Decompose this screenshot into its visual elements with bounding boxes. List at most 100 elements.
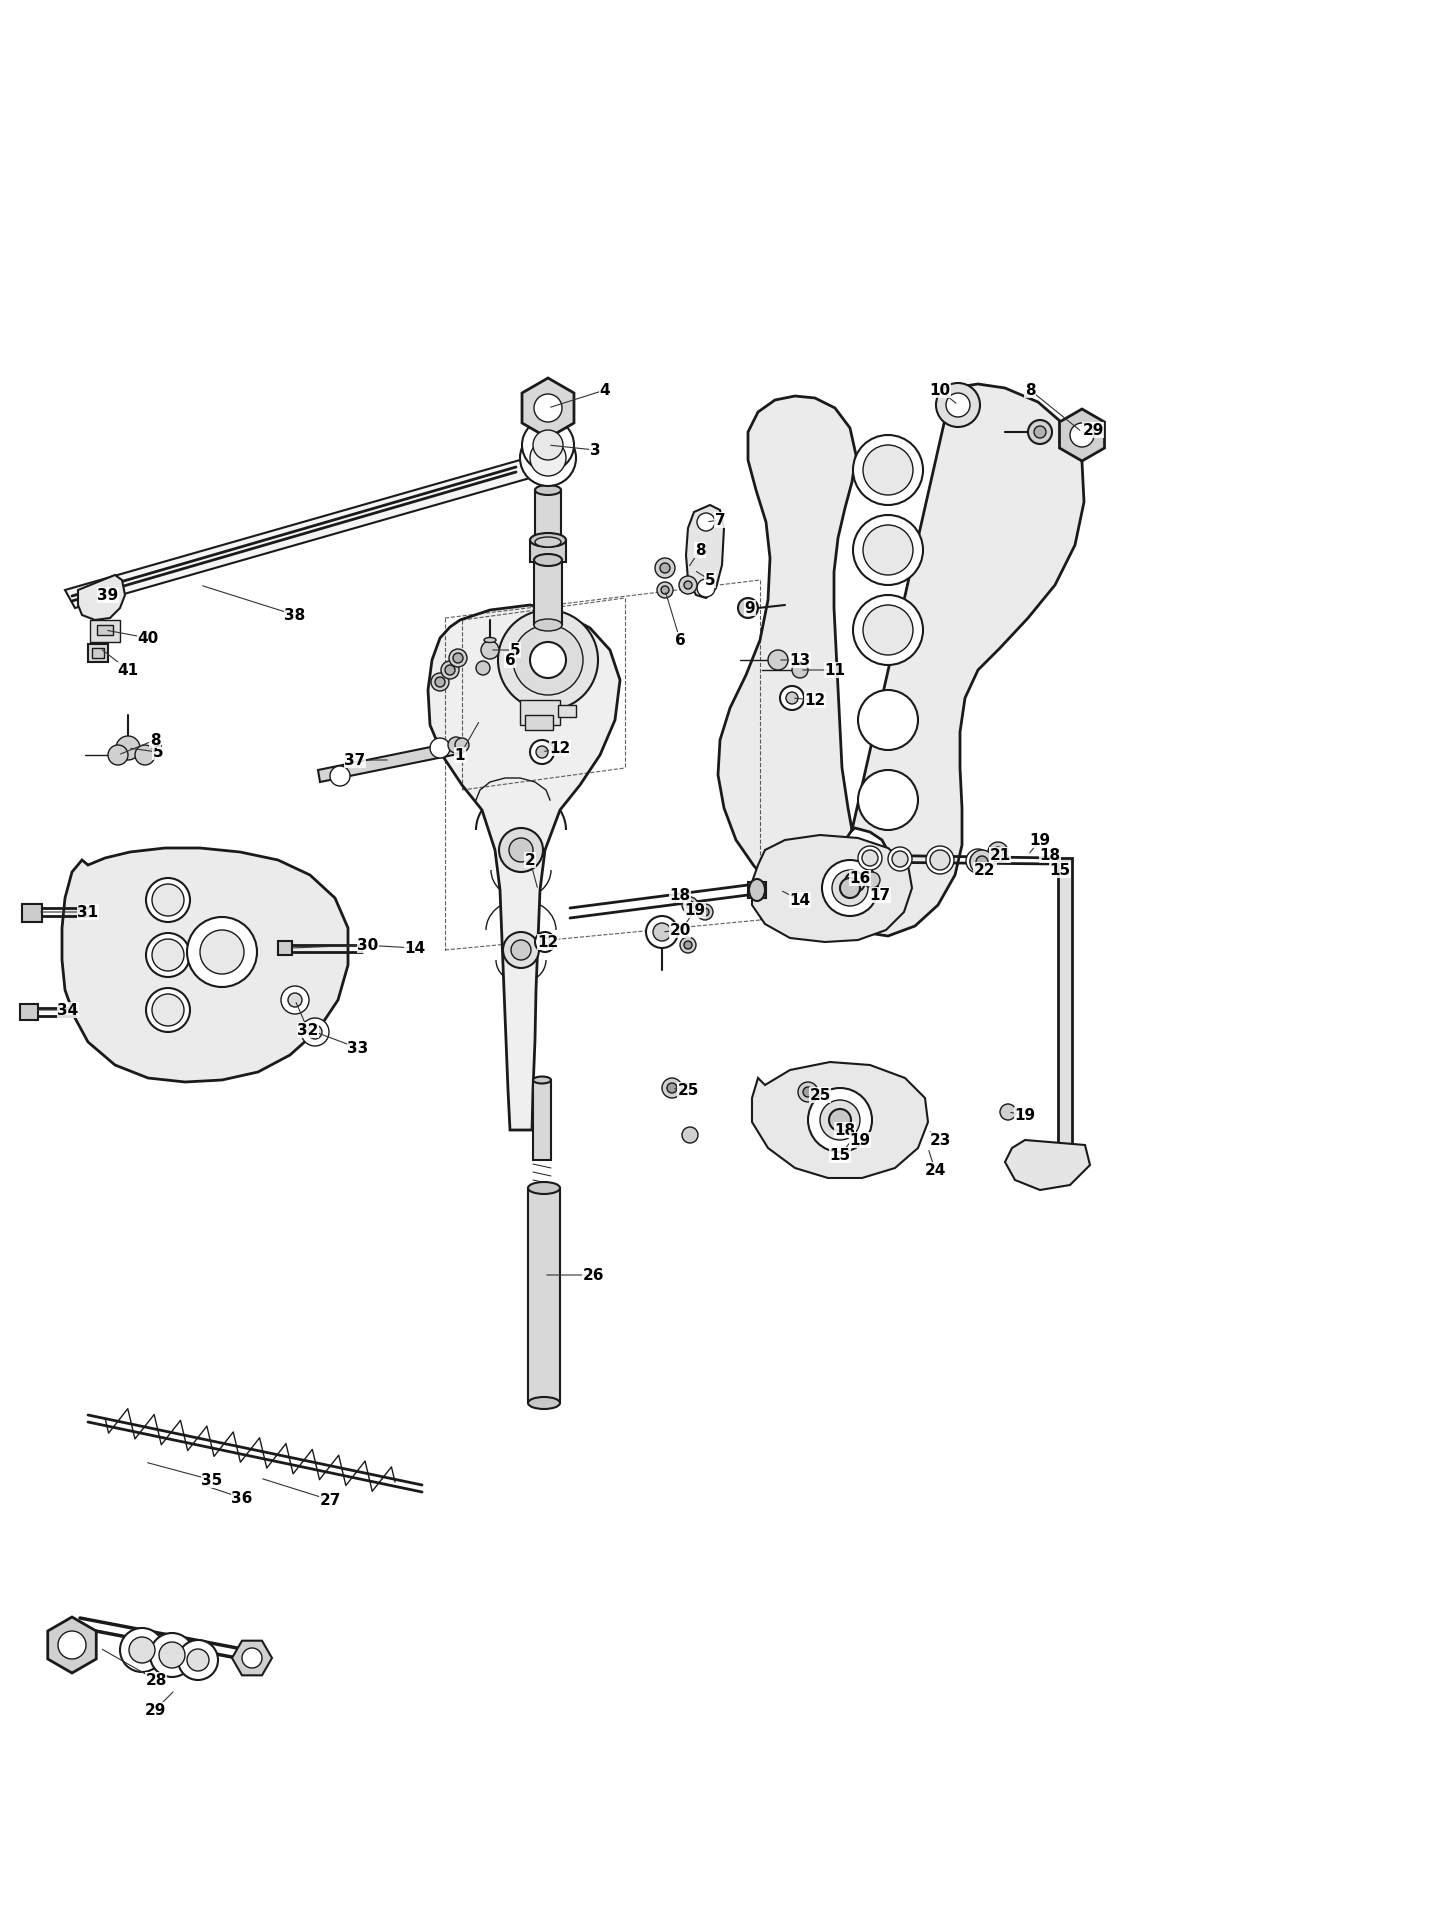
Circle shape xyxy=(1034,426,1045,438)
Bar xyxy=(521,700,560,725)
Circle shape xyxy=(700,908,709,915)
Circle shape xyxy=(497,610,597,710)
Text: 39: 39 xyxy=(97,587,119,603)
Circle shape xyxy=(680,936,696,954)
Circle shape xyxy=(684,581,692,589)
Circle shape xyxy=(200,931,244,975)
Polygon shape xyxy=(78,576,125,620)
Circle shape xyxy=(853,595,924,666)
Polygon shape xyxy=(232,1641,273,1675)
Circle shape xyxy=(149,1633,194,1677)
Circle shape xyxy=(966,848,990,873)
Text: 24: 24 xyxy=(924,1163,945,1178)
Circle shape xyxy=(152,994,184,1027)
Circle shape xyxy=(431,739,450,758)
Circle shape xyxy=(845,871,866,892)
Circle shape xyxy=(858,691,918,750)
Bar xyxy=(88,645,107,662)
Text: 12: 12 xyxy=(550,741,571,756)
Circle shape xyxy=(780,685,803,710)
Circle shape xyxy=(861,850,879,865)
Ellipse shape xyxy=(534,555,563,566)
Polygon shape xyxy=(753,1061,928,1178)
Circle shape xyxy=(107,745,128,766)
Text: 19: 19 xyxy=(850,1132,870,1148)
Text: 5: 5 xyxy=(152,745,164,760)
Circle shape xyxy=(792,662,808,677)
Text: 8: 8 xyxy=(695,543,705,558)
Text: 8: 8 xyxy=(149,733,161,748)
Circle shape xyxy=(798,1082,818,1102)
Text: 8: 8 xyxy=(1025,382,1035,397)
Circle shape xyxy=(697,904,713,919)
Circle shape xyxy=(302,1017,329,1046)
Circle shape xyxy=(682,1126,697,1144)
Circle shape xyxy=(448,737,464,752)
Ellipse shape xyxy=(531,533,566,547)
Text: 22: 22 xyxy=(974,862,996,877)
Text: 15: 15 xyxy=(1050,862,1070,877)
Circle shape xyxy=(187,917,257,986)
Text: 12: 12 xyxy=(805,693,825,708)
Circle shape xyxy=(510,940,531,960)
Circle shape xyxy=(435,677,445,687)
Circle shape xyxy=(160,1643,186,1668)
Circle shape xyxy=(929,850,950,869)
Bar xyxy=(534,1080,551,1159)
Polygon shape xyxy=(1060,409,1105,461)
Circle shape xyxy=(431,674,450,691)
Text: 36: 36 xyxy=(232,1491,252,1506)
Circle shape xyxy=(116,737,141,760)
Text: 2: 2 xyxy=(525,852,535,867)
Circle shape xyxy=(829,1109,851,1130)
Circle shape xyxy=(531,439,566,476)
Circle shape xyxy=(534,430,563,461)
Circle shape xyxy=(768,651,787,670)
Text: 34: 34 xyxy=(58,1002,78,1017)
Circle shape xyxy=(499,827,542,871)
Text: 1: 1 xyxy=(455,748,465,762)
Circle shape xyxy=(927,846,954,873)
Text: 31: 31 xyxy=(77,904,99,919)
Circle shape xyxy=(840,879,860,898)
Text: 12: 12 xyxy=(538,935,558,950)
Circle shape xyxy=(647,915,679,948)
Circle shape xyxy=(822,860,879,915)
Circle shape xyxy=(976,856,987,867)
Text: 33: 33 xyxy=(348,1040,368,1055)
Circle shape xyxy=(1028,420,1053,443)
Circle shape xyxy=(534,393,563,422)
Text: 13: 13 xyxy=(789,652,811,668)
Text: 27: 27 xyxy=(319,1493,341,1508)
Circle shape xyxy=(863,445,914,495)
Circle shape xyxy=(661,585,668,595)
Circle shape xyxy=(663,1078,681,1098)
Text: 10: 10 xyxy=(929,382,951,397)
Ellipse shape xyxy=(528,1397,560,1409)
Circle shape xyxy=(450,649,467,668)
Circle shape xyxy=(864,871,880,888)
Circle shape xyxy=(146,933,190,977)
Circle shape xyxy=(135,745,155,766)
Circle shape xyxy=(539,936,550,946)
Circle shape xyxy=(481,641,499,658)
Bar xyxy=(97,626,113,635)
Ellipse shape xyxy=(528,1182,560,1194)
Circle shape xyxy=(657,581,673,599)
Circle shape xyxy=(331,766,349,787)
Circle shape xyxy=(521,430,576,486)
Circle shape xyxy=(679,576,697,595)
Text: 25: 25 xyxy=(677,1082,699,1098)
Text: 26: 26 xyxy=(583,1268,605,1282)
Circle shape xyxy=(786,693,798,704)
Text: 38: 38 xyxy=(284,608,306,622)
Ellipse shape xyxy=(535,537,561,547)
Text: 18: 18 xyxy=(834,1123,855,1138)
Text: 30: 30 xyxy=(357,938,378,952)
Circle shape xyxy=(455,739,468,752)
Text: 20: 20 xyxy=(670,923,690,938)
Text: 3: 3 xyxy=(590,443,600,457)
Circle shape xyxy=(120,1627,164,1671)
Circle shape xyxy=(655,558,676,578)
Circle shape xyxy=(152,885,184,915)
